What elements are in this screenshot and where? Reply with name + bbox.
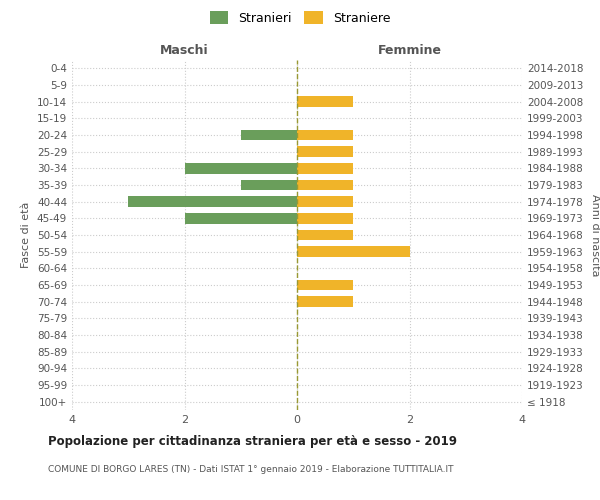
Bar bbox=[297, 130, 353, 140]
Text: COMUNE DI BORGO LARES (TN) - Dati ISTAT 1° gennaio 2019 - Elaborazione TUTTITALI: COMUNE DI BORGO LARES (TN) - Dati ISTAT … bbox=[48, 465, 454, 474]
Bar bbox=[297, 246, 409, 257]
Bar bbox=[241, 180, 297, 190]
Bar bbox=[185, 213, 297, 224]
Bar bbox=[128, 196, 297, 207]
Bar bbox=[185, 163, 297, 174]
Bar bbox=[297, 96, 353, 107]
Bar bbox=[241, 130, 297, 140]
Bar bbox=[297, 280, 353, 290]
Bar bbox=[297, 230, 353, 240]
Text: Femmine: Femmine bbox=[377, 44, 442, 57]
Text: Popolazione per cittadinanza straniera per età e sesso - 2019: Popolazione per cittadinanza straniera p… bbox=[48, 435, 457, 448]
Bar bbox=[297, 296, 353, 307]
Bar bbox=[297, 196, 353, 207]
Bar bbox=[297, 146, 353, 157]
Legend: Stranieri, Straniere: Stranieri, Straniere bbox=[205, 6, 395, 30]
Bar bbox=[297, 163, 353, 174]
Text: Maschi: Maschi bbox=[160, 44, 209, 57]
Bar bbox=[297, 213, 353, 224]
Y-axis label: Fasce di età: Fasce di età bbox=[22, 202, 31, 268]
Y-axis label: Anni di nascita: Anni di nascita bbox=[590, 194, 600, 276]
Bar bbox=[297, 180, 353, 190]
